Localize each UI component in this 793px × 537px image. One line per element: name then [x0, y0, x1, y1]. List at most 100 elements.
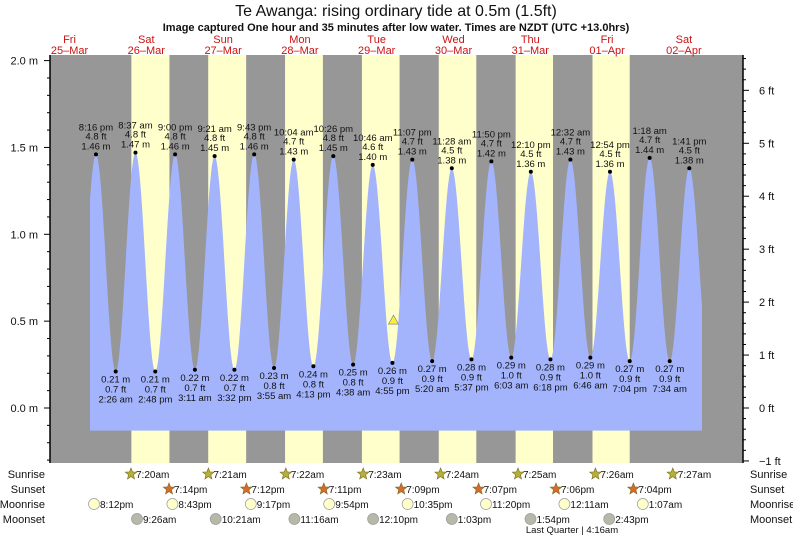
sunset-time: 7:12pm [251, 485, 284, 496]
high-tide-point [607, 169, 612, 174]
moonrise-time: 8:43pm [178, 500, 211, 511]
low-tide-ft-label: 1.0 ft [501, 371, 522, 382]
right-axis-tick-label: 3 ft [759, 244, 774, 256]
day-date-label: 30–Mar [435, 45, 473, 57]
high-tide-time-label: 11:28 am [432, 136, 471, 147]
right-axis-tick-label: 4 ft [759, 191, 774, 203]
low-tide-point [509, 355, 514, 360]
low-tide-time-label: 7:04 pm [613, 384, 647, 395]
high-tide-m-label: 1.43 m [398, 147, 427, 158]
high-tide-ft-label: 4.8 ft [125, 130, 146, 141]
day-name-label: Fri [63, 34, 76, 46]
high-tide-point [252, 152, 257, 157]
moonset-icon [445, 513, 458, 525]
moonset-icon [131, 513, 143, 525]
moonset-icon [367, 513, 379, 525]
chart-title: Te Awanga: rising ordinary tide at 0.5m … [235, 3, 557, 20]
moonset-time: 12:10pm [379, 515, 418, 526]
day-name-label: Sun [213, 34, 233, 46]
current-tide-marker-icon [387, 314, 400, 325]
sunset-icon [317, 482, 331, 495]
low-tide-point [153, 369, 158, 374]
moonset-time: 1:03pm [458, 515, 491, 526]
sunrise-time: 7:25am [523, 470, 556, 481]
moonrise-time: 8:12pm [100, 500, 133, 511]
high-tide-point [331, 154, 336, 159]
moonrise-time: 1:07am [649, 500, 682, 511]
high-tide-point [410, 157, 415, 162]
sunset-icon [394, 482, 408, 495]
sunrise-time: 7:24am [446, 470, 479, 481]
sunrise-row-label: Sunrise [8, 469, 45, 481]
high-tide-time-label: 10:04 am [274, 128, 314, 139]
sunset-icon [239, 482, 253, 495]
moonset-time: 1:54pm [537, 515, 570, 526]
high-tide-m-label: 1.44 m [635, 145, 664, 156]
high-tide-point [687, 166, 692, 171]
moonset-time: 9:26am [143, 515, 176, 526]
day-name-label: Thu [521, 34, 540, 46]
low-tide-ft-label: 0.9 ft [659, 374, 680, 385]
low-tide-ft-label: 0.9 ft [619, 374, 640, 385]
day-date-label: 29–Mar [358, 45, 396, 57]
low-tide-point [430, 359, 435, 364]
moonset-icon [288, 513, 301, 525]
high-tide-time-label: 1:18 am [632, 126, 666, 137]
left-axis-tick-label: 1.0 m [10, 229, 38, 241]
right-axis-tick-label: 5 ft [759, 138, 774, 150]
low-tide-point [351, 362, 356, 367]
low-tide-point [627, 359, 632, 364]
sunrise-icon [434, 467, 448, 480]
low-tide-point [390, 360, 395, 365]
high-tide-ft-label: 4.7 ft [402, 137, 423, 148]
moonrise-time: 9:54pm [335, 500, 368, 511]
moonrise-time: 12:11am [570, 500, 608, 511]
high-tide-point [212, 154, 217, 159]
sunrise-icon [279, 467, 293, 480]
low-tide-ft-label: 0.7 ft [224, 383, 245, 394]
low-tide-point [588, 355, 593, 360]
high-tide-point [370, 162, 375, 167]
sunset-time: 7:09pm [406, 485, 439, 496]
high-tide-point [93, 152, 98, 157]
high-tide-m-label: 1.38 m [437, 155, 466, 166]
sunrise-icon [201, 467, 215, 480]
day-name-label: Tue [367, 34, 386, 46]
moonset-time: 11:16am [300, 515, 338, 526]
day-date-label: 26–Mar [128, 45, 166, 57]
sunset-icon [162, 482, 176, 495]
high-tide-ft-label: 4.8 ft [204, 133, 225, 144]
low-tide-time-label: 3:11 am [178, 393, 212, 404]
moon-phase-label: Last Quarter | 4:16am [526, 525, 618, 536]
low-tide-point [548, 357, 553, 362]
day-date-label: 27–Mar [204, 45, 242, 57]
low-tide-m-label: 0.22 m [220, 373, 249, 384]
moonset-icon [524, 513, 537, 525]
low-tide-ft-label: 0.9 ft [422, 374, 443, 385]
low-tide-m-label: 0.21 m [141, 375, 170, 386]
high-tide-time-label: 12:32 am [551, 128, 591, 139]
low-tide-time-label: 4:38 am [336, 388, 370, 399]
high-tide-m-label: 1.36 m [516, 159, 545, 170]
moonrise-icon [401, 498, 414, 510]
low-tide-point [272, 366, 277, 371]
low-tide-time-label: 2:48 pm [138, 395, 172, 406]
moonrise-icon [323, 498, 336, 510]
low-tide-time-label: 6:03 am [494, 381, 528, 392]
low-tide-ft-label: 0.8 ft [263, 381, 284, 392]
left-axis-tick-label: 0.5 m [10, 316, 38, 328]
high-tide-m-label: 1.46 m [161, 141, 190, 152]
high-tide-m-label: 1.45 m [200, 143, 229, 154]
high-tide-time-label: 12:54 pm [590, 140, 630, 151]
moonset-time: 2:43pm [615, 515, 648, 526]
sunrise-time: 7:20am [136, 470, 169, 481]
moonset-time: 10:21am [222, 515, 261, 526]
low-tide-time-label: 3:55 am [257, 391, 291, 402]
high-tide-ft-label: 4.5 ft [520, 149, 541, 160]
high-tide-ft-label: 4.8 ft [323, 133, 344, 144]
low-tide-point [469, 357, 474, 362]
low-tide-m-label: 0.29 m [576, 361, 605, 372]
high-tide-time-label: 9:00 pm [158, 122, 192, 133]
high-tide-m-label: 1.43 m [556, 147, 585, 158]
